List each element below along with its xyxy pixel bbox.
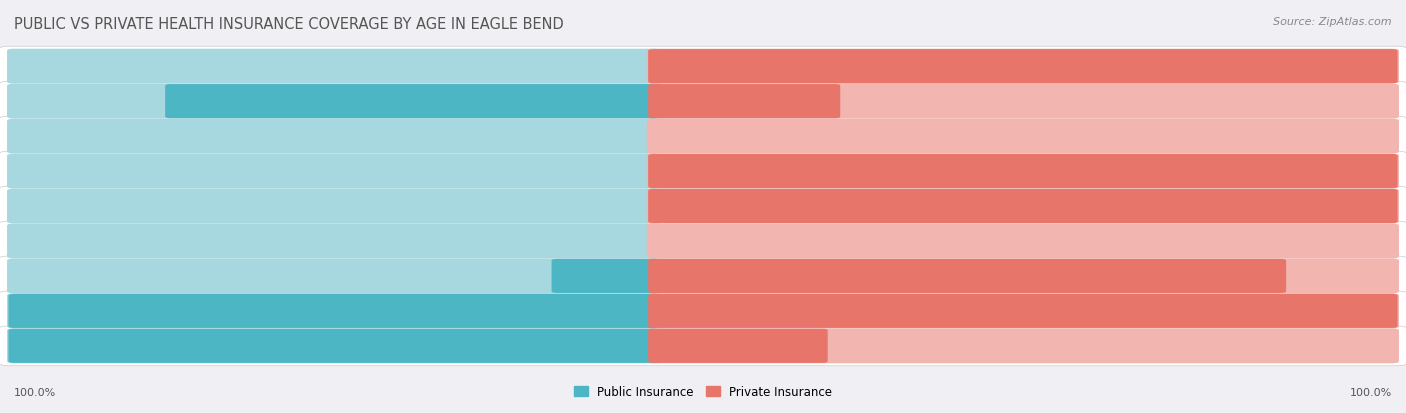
Text: 84.9%: 84.9% <box>1227 271 1264 281</box>
Text: 45 to 54 Years: 45 to 54 Years <box>617 236 690 247</box>
Text: 100.0%: 100.0% <box>31 306 75 316</box>
Text: 100.0%: 100.0% <box>31 341 75 351</box>
Text: 75 Years and over: 75 Years and over <box>607 341 700 351</box>
Text: 0.0%: 0.0% <box>665 236 692 247</box>
Text: 100.0%: 100.0% <box>1331 202 1375 211</box>
Text: 35 to 44 Years: 35 to 44 Years <box>617 202 690 211</box>
Text: 75.5%: 75.5% <box>187 97 224 107</box>
Text: 0.0%: 0.0% <box>616 236 643 247</box>
Text: 65 to 74 Years: 65 to 74 Years <box>617 306 690 316</box>
Text: 22.8%: 22.8% <box>834 341 866 351</box>
Text: 15.1%: 15.1% <box>513 271 546 281</box>
Text: Under 6: Under 6 <box>633 62 675 72</box>
Text: 100.0%: 100.0% <box>1331 166 1375 177</box>
Text: 0.0%: 0.0% <box>665 132 692 142</box>
Text: Source: ZipAtlas.com: Source: ZipAtlas.com <box>1274 17 1392 26</box>
Text: 100.0%: 100.0% <box>1331 306 1375 316</box>
Text: 19 to 25 Years: 19 to 25 Years <box>617 132 690 142</box>
Text: PUBLIC VS PRIVATE HEALTH INSURANCE COVERAGE BY AGE IN EAGLE BEND: PUBLIC VS PRIVATE HEALTH INSURANCE COVER… <box>14 17 564 31</box>
Text: 0.0%: 0.0% <box>616 132 643 142</box>
Text: 100.0%: 100.0% <box>1331 62 1375 72</box>
Text: 100.0%: 100.0% <box>14 387 56 397</box>
Text: 100.0%: 100.0% <box>1350 387 1392 397</box>
Text: 6 to 18 Years: 6 to 18 Years <box>620 97 688 107</box>
Text: 0.0%: 0.0% <box>616 202 643 211</box>
Legend: Public Insurance, Private Insurance: Public Insurance, Private Insurance <box>569 381 837 403</box>
Text: 55 to 64 Years: 55 to 64 Years <box>617 271 690 281</box>
Text: 0.0%: 0.0% <box>616 166 643 177</box>
Text: 24.5%: 24.5% <box>846 97 879 107</box>
Text: 25 to 34 Years: 25 to 34 Years <box>617 166 690 177</box>
Text: 0.0%: 0.0% <box>616 62 643 72</box>
